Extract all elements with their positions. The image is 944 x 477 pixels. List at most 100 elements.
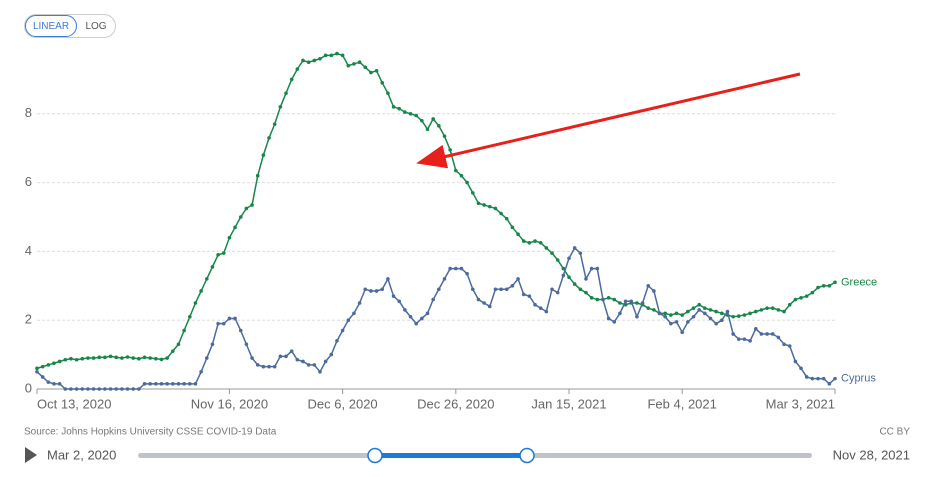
- x-tick-label: Dec 6, 2020: [308, 396, 378, 411]
- data-point: [686, 309, 690, 314]
- data-point: [770, 332, 775, 336]
- data-point: [69, 387, 73, 391]
- data-point: [306, 60, 311, 64]
- data-point: [403, 110, 407, 114]
- data-point: [572, 282, 577, 286]
- data-point: [437, 287, 441, 292]
- data-point: [538, 241, 543, 245]
- data-point: [442, 277, 447, 281]
- data-point: [35, 370, 39, 374]
- data-point: [646, 306, 651, 310]
- data-point: [97, 355, 102, 360]
- data-point: [97, 387, 102, 391]
- data-point: [516, 232, 520, 236]
- data-point: [391, 105, 396, 109]
- data-point: [821, 284, 826, 288]
- data-point: [108, 387, 113, 391]
- data-point: [369, 289, 373, 293]
- data-point: [595, 297, 600, 302]
- data-point: [499, 211, 503, 216]
- data-point: [454, 168, 458, 173]
- data-point: [272, 364, 277, 369]
- data-point: [748, 339, 752, 343]
- data-point: [69, 356, 73, 361]
- data-point: [80, 356, 85, 361]
- data-point: [261, 153, 266, 157]
- data-point: [137, 356, 141, 361]
- timeline-handle[interactable]: [519, 447, 535, 464]
- data-point: [148, 356, 152, 360]
- data-point: [742, 313, 747, 317]
- data-point: [403, 308, 407, 312]
- timeline-handle[interactable]: [367, 447, 383, 464]
- data-point: [397, 106, 402, 111]
- data-point: [329, 352, 334, 357]
- data-point: [595, 266, 600, 271]
- data-point: [114, 387, 119, 391]
- data-point: [244, 342, 249, 347]
- data-point: [669, 313, 673, 317]
- data-point: [555, 258, 560, 262]
- data-point: [335, 339, 339, 343]
- data-point: [176, 382, 181, 386]
- data-point: [289, 77, 294, 82]
- data-point: [493, 287, 498, 292]
- data-point: [459, 266, 464, 271]
- data-point: [154, 382, 158, 386]
- play-button[interactable]: [25, 447, 37, 463]
- data-point: [40, 375, 45, 379]
- data-point: [714, 321, 718, 326]
- data-point: [521, 292, 526, 297]
- data-point: [465, 180, 469, 185]
- data-point: [504, 216, 509, 221]
- data-point: [255, 363, 260, 367]
- data-point: [510, 284, 515, 288]
- data-point: [425, 127, 430, 132]
- data-point: [550, 251, 554, 255]
- data-point: [261, 364, 266, 369]
- data-point: [776, 308, 781, 312]
- data-point: [335, 51, 339, 56]
- data-point: [352, 311, 356, 316]
- data-point: [782, 309, 786, 314]
- data-point: [346, 63, 351, 68]
- data-point: [323, 359, 328, 364]
- data-point: [470, 287, 475, 292]
- x-tick-label: Dec 26, 2020: [417, 396, 494, 411]
- data-point: [216, 253, 220, 257]
- data-point: [674, 311, 679, 316]
- data-point: [35, 366, 39, 371]
- data-point: [572, 246, 577, 250]
- data-point: [521, 239, 526, 243]
- data-point: [567, 256, 571, 261]
- timeline-range[interactable]: [375, 453, 527, 458]
- data-point: [799, 366, 803, 371]
- data-point: [623, 299, 628, 304]
- y-tick-label: 2: [25, 312, 32, 327]
- data-point: [420, 316, 424, 321]
- data-point: [584, 290, 588, 295]
- log-label[interactable]: LOG: [85, 21, 106, 32]
- data-point: [171, 382, 175, 386]
- data-point: [759, 308, 764, 312]
- data-point: [482, 301, 486, 305]
- data-point: [340, 328, 345, 333]
- data-point: [46, 363, 51, 367]
- data-point: [516, 277, 520, 281]
- data-point: [550, 287, 554, 292]
- data-point: [776, 335, 781, 340]
- linear-button[interactable]: [25, 15, 77, 37]
- data-point: [578, 251, 583, 255]
- linear-label[interactable]: LINEAR: [33, 21, 69, 32]
- license[interactable]: CC BY: [879, 427, 910, 438]
- data-point: [736, 337, 741, 341]
- data-point: [753, 309, 758, 314]
- data-point: [510, 225, 515, 230]
- data-point: [46, 380, 51, 384]
- data-point: [284, 91, 288, 95]
- data-point: [821, 376, 826, 381]
- data-point: [216, 321, 220, 326]
- data-point: [250, 203, 254, 207]
- data-point: [103, 387, 107, 391]
